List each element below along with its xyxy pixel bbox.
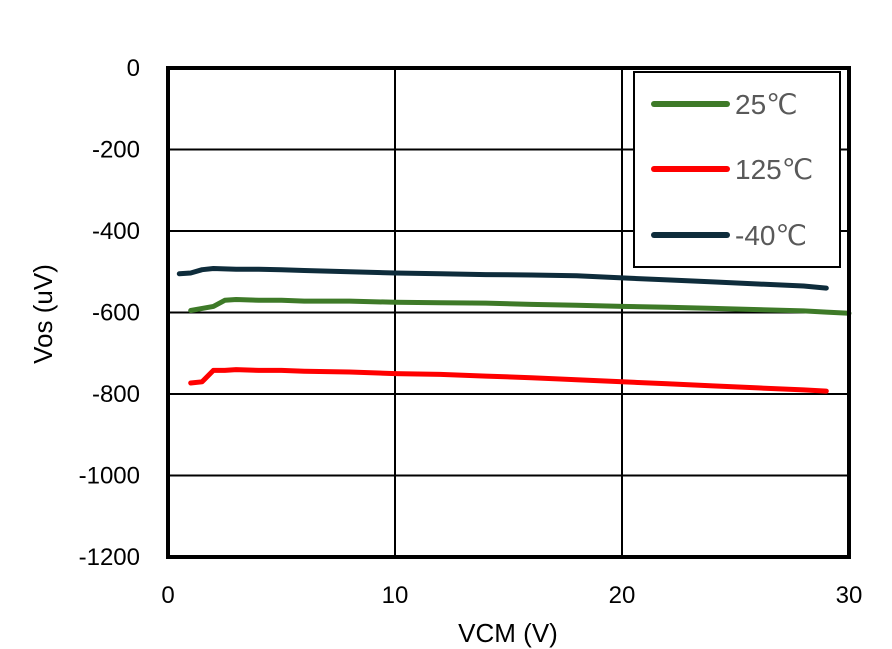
y-tick-label: -1200 [79,544,140,571]
legend-label: 125℃ [735,154,813,185]
x-tick-label: 0 [161,582,174,609]
x-axis-title: VCM (V) [458,618,558,648]
legend: 25℃ 125℃ -40℃ [633,71,841,268]
legend-label: 25℃ [735,89,798,120]
series-lines [176,266,852,394]
y-tick-label: -600 [92,300,140,327]
series-line [176,266,829,291]
x-tick-label: 10 [382,582,409,609]
y-tick-labels: 0 -200 -400 -600 -800 -1000 -1200 [79,55,140,571]
x-tick-labels: 0 10 20 30 [161,582,862,609]
plot-area-border [166,66,851,559]
x-tick-label: 30 [836,582,863,609]
series-line [188,297,852,316]
y-tick-label: -400 [92,218,140,245]
x-tick-label: 20 [609,582,636,609]
series-line [188,367,829,394]
y-tick-label: 0 [127,55,140,82]
y-axis-title: Vos (uV) [28,264,58,364]
y-tick-label: -800 [92,381,140,408]
y-tick-label: -1000 [79,463,140,490]
y-tick-label: -200 [92,137,140,164]
legend-label: -40℃ [735,220,807,251]
